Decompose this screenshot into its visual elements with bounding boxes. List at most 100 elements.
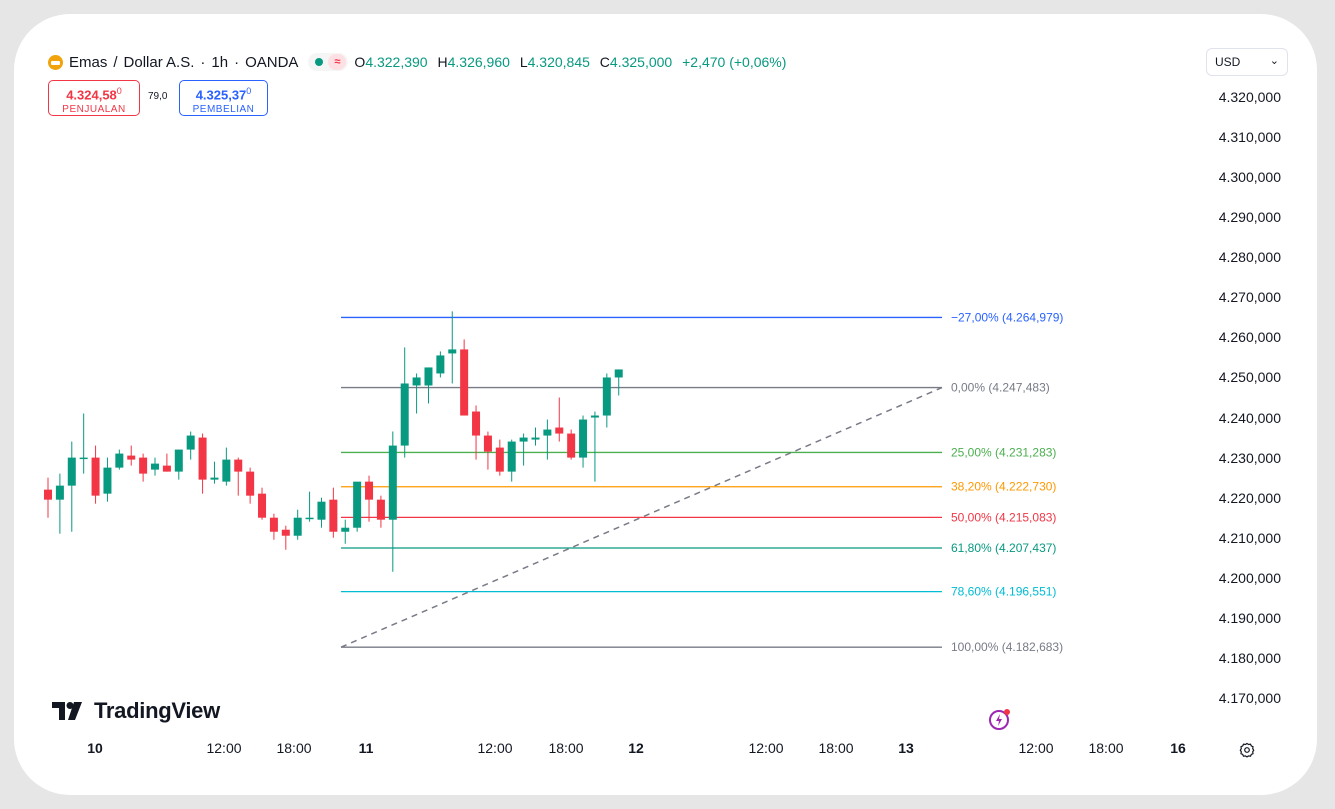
close-value: 4.325,000 bbox=[609, 54, 673, 70]
symbol-name: Emas bbox=[69, 53, 108, 71]
price-axis-label: 4.280,000 bbox=[1218, 249, 1281, 266]
time-axis-label: 12:00 bbox=[206, 740, 242, 756]
price-axis-label: 4.220,000 bbox=[1218, 489, 1281, 506]
time-axis-label: 18:00 bbox=[818, 740, 854, 756]
open-label: O bbox=[354, 54, 366, 70]
time-axis-label: 18:00 bbox=[548, 740, 584, 756]
candle-body bbox=[424, 367, 433, 386]
market-open-dot-icon bbox=[315, 58, 324, 66]
candle-body bbox=[519, 437, 528, 442]
candle-body bbox=[162, 465, 171, 472]
source-label: OANDA bbox=[245, 53, 299, 71]
candle-body bbox=[353, 481, 362, 528]
fib-level-label: 0,00% (4.247,483) bbox=[951, 381, 1050, 395]
time-axis-label: 12:00 bbox=[748, 740, 784, 756]
candle-body bbox=[555, 427, 564, 434]
sell-price: 4.324,58 bbox=[66, 87, 117, 103]
close-label: C bbox=[599, 54, 610, 70]
candle-body bbox=[91, 457, 100, 496]
time-axis-label: 13 bbox=[898, 740, 914, 756]
candle-body bbox=[115, 453, 124, 468]
candle-body bbox=[234, 459, 243, 472]
candle-body bbox=[531, 437, 540, 440]
time-axis-label: 11 bbox=[358, 740, 374, 756]
price-axis-label: 4.180,000 bbox=[1218, 649, 1281, 666]
high-value: 4.326,960 bbox=[447, 54, 510, 70]
wave-icon: ≈ bbox=[328, 54, 347, 70]
buy-price: 4.325,37 bbox=[195, 87, 247, 103]
legend-dot-2: · bbox=[234, 53, 240, 71]
symbol-separator: / bbox=[113, 53, 118, 71]
currency-select[interactable]: USD ⌄ bbox=[1206, 48, 1288, 76]
symbol-legend[interactable]: Emas / Dollar A.S. · 1h · OANDA ≈ O4.322… bbox=[48, 51, 792, 73]
candle-body bbox=[590, 415, 599, 418]
lightning-icon[interactable] bbox=[988, 707, 1012, 731]
time-axis-label: 12:00 bbox=[477, 740, 513, 756]
price-axis-label: 4.190,000 bbox=[1218, 609, 1281, 626]
candle-body bbox=[151, 463, 160, 470]
price-axis-label: 4.200,000 bbox=[1218, 569, 1281, 586]
buy-button[interactable]: 4.325,370 PEMBELIAN bbox=[179, 80, 268, 116]
candle-body bbox=[269, 517, 278, 532]
tradingview-brand-name: TradingView bbox=[94, 698, 220, 723]
low-label: L bbox=[519, 54, 528, 70]
gold-symbol-icon bbox=[48, 54, 63, 70]
candle-body bbox=[246, 471, 255, 496]
price-axis-label: 4.240,000 bbox=[1218, 409, 1281, 426]
fib-level-label: −27,00% (4.264,979) bbox=[951, 310, 1063, 324]
fib-level-label: 61,80% (4.207,437) bbox=[951, 541, 1056, 555]
spread-value: 79,0 bbox=[148, 91, 168, 102]
candle-body bbox=[305, 517, 314, 520]
buy-price-sup: 0 bbox=[246, 86, 252, 96]
candle-body bbox=[614, 369, 623, 378]
sell-price-sup: 0 bbox=[116, 86, 122, 96]
candle-body bbox=[495, 447, 504, 472]
candle-body bbox=[472, 411, 481, 436]
candle-body bbox=[365, 481, 374, 500]
candle-body bbox=[579, 419, 588, 458]
gear-icon[interactable] bbox=[1239, 742, 1255, 758]
currency-value: USD bbox=[1215, 55, 1241, 69]
buy-label: PEMBELIAN bbox=[192, 104, 255, 116]
candle-body bbox=[44, 489, 52, 500]
time-axis-label: 18:00 bbox=[276, 740, 312, 756]
candle-body bbox=[281, 529, 290, 536]
status-pill[interactable]: ≈ bbox=[308, 53, 349, 71]
candle-body bbox=[67, 457, 76, 486]
tradingview-logo[interactable]: TradingView bbox=[52, 698, 220, 724]
candle-body bbox=[293, 517, 302, 536]
candle-body bbox=[198, 437, 207, 480]
sell-button[interactable]: 4.324,580 PENJUALAN bbox=[48, 80, 140, 116]
symbol-quote: Dollar A.S. bbox=[123, 53, 195, 71]
candle-body bbox=[210, 477, 219, 480]
candle-body bbox=[222, 459, 231, 482]
time-axis-label: 16 bbox=[1170, 740, 1186, 756]
chevron-down-icon: ⌄ bbox=[1269, 54, 1279, 67]
fib-level-label: 50,00% (4.215,083) bbox=[951, 510, 1056, 524]
interval-label: 1h bbox=[211, 53, 229, 71]
candle-body bbox=[55, 485, 64, 500]
chart-frame: −27,00% (4.264,979) 0,00% (4.247,483) 25,0… bbox=[14, 14, 1317, 795]
candle-body bbox=[258, 493, 267, 518]
candle-body bbox=[376, 499, 385, 520]
candle-body bbox=[174, 449, 183, 472]
candle-body bbox=[317, 501, 326, 520]
candle-body bbox=[186, 435, 195, 450]
time-axis-label: 12 bbox=[628, 740, 644, 756]
ohlc-values: O4.322,390 H4.326,960 L4.320,845 C4.325,… bbox=[354, 54, 792, 70]
price-axis-label: 4.290,000 bbox=[1218, 209, 1281, 226]
candle-body bbox=[103, 467, 112, 494]
fib-level-label: 78,60% (4.196,551) bbox=[951, 585, 1056, 599]
change-value: +2,470 (+0,06%) bbox=[682, 54, 787, 70]
tradingview-logo-icon bbox=[52, 702, 82, 720]
price-axis-label: 4.230,000 bbox=[1218, 449, 1281, 466]
price-axis-label: 4.170,000 bbox=[1218, 690, 1281, 706]
price-axis-label: 4.300,000 bbox=[1218, 169, 1281, 186]
chart-canvas[interactable]: −27,00% (4.264,979) 0,00% (4.247,483) 25,0… bbox=[14, 14, 1317, 795]
open-value: 4.322,390 bbox=[365, 54, 428, 70]
time-axis-label: 18:00 bbox=[1088, 740, 1124, 756]
candle-body bbox=[388, 445, 397, 520]
price-axis-label: 4.250,000 bbox=[1218, 369, 1281, 386]
low-value: 4.320,845 bbox=[527, 54, 590, 70]
candle-body bbox=[507, 441, 516, 472]
